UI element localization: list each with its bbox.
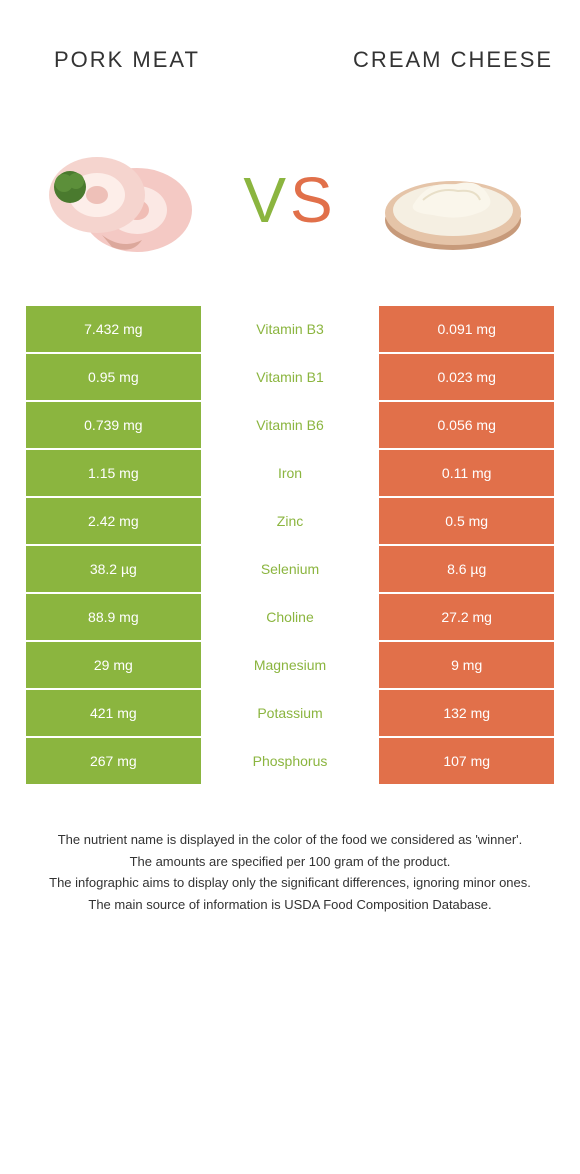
footer-line-1: The nutrient name is displayed in the co…	[35, 830, 545, 850]
footer-line-4: The main source of information is USDA F…	[35, 895, 545, 915]
left-value: 1.15 mg	[25, 449, 202, 497]
table-row: 2.42 mgZinc0.5 mg	[25, 497, 555, 545]
footer-line-2: The amounts are specified per 100 gram o…	[35, 852, 545, 872]
right-value: 27.2 mg	[378, 593, 555, 641]
nutrient-name: Potassium	[202, 689, 379, 737]
table-row: 267 mgPhosphorus107 mg	[25, 737, 555, 785]
pork-meat-image	[25, 125, 229, 275]
left-value: 7.432 mg	[25, 305, 202, 353]
right-value: 0.056 mg	[378, 401, 555, 449]
nutrient-name: Vitamin B6	[202, 401, 379, 449]
right-value: 0.023 mg	[378, 353, 555, 401]
right-value: 0.11 mg	[378, 449, 555, 497]
left-value: 38.2 µg	[25, 545, 202, 593]
vs-v-letter: V	[243, 164, 290, 236]
left-value: 0.739 mg	[25, 401, 202, 449]
right-value: 0.091 mg	[378, 305, 555, 353]
nutrient-name: Magnesium	[202, 641, 379, 689]
table-row: 1.15 mgIron0.11 mg	[25, 449, 555, 497]
header: Pork meat Cream Cheese	[25, 20, 555, 100]
right-value: 107 mg	[378, 737, 555, 785]
table-row: 38.2 µgSelenium8.6 µg	[25, 545, 555, 593]
right-value: 8.6 µg	[378, 545, 555, 593]
table-row: 7.432 mgVitamin B30.091 mg	[25, 305, 555, 353]
right-value: 0.5 mg	[378, 497, 555, 545]
right-value: 132 mg	[378, 689, 555, 737]
table-row: 0.739 mgVitamin B60.056 mg	[25, 401, 555, 449]
left-value: 2.42 mg	[25, 497, 202, 545]
vs-s-letter: S	[290, 164, 337, 236]
left-food-title: Pork meat	[25, 46, 229, 75]
table-row: 421 mgPotassium132 mg	[25, 689, 555, 737]
left-value: 267 mg	[25, 737, 202, 785]
footer-line-3: The infographic aims to display only the…	[35, 873, 545, 893]
vs-row: VS	[25, 120, 555, 280]
footer-notes: The nutrient name is displayed in the co…	[25, 830, 555, 914]
left-value: 88.9 mg	[25, 593, 202, 641]
vs-label: VS	[229, 163, 351, 237]
table-row: 0.95 mgVitamin B10.023 mg	[25, 353, 555, 401]
nutrient-name: Iron	[202, 449, 379, 497]
right-food-title: Cream Cheese	[351, 46, 555, 75]
nutrient-name: Zinc	[202, 497, 379, 545]
nutrient-table: 7.432 mgVitamin B30.091 mg0.95 mgVitamin…	[25, 305, 555, 785]
nutrient-name: Vitamin B3	[202, 305, 379, 353]
left-value: 29 mg	[25, 641, 202, 689]
left-value: 421 mg	[25, 689, 202, 737]
table-row: 88.9 mgCholine27.2 mg	[25, 593, 555, 641]
left-value: 0.95 mg	[25, 353, 202, 401]
nutrient-name: Selenium	[202, 545, 379, 593]
cream-cheese-image	[351, 125, 555, 275]
nutrient-name: Phosphorus	[202, 737, 379, 785]
right-value: 9 mg	[378, 641, 555, 689]
nutrient-name: Vitamin B1	[202, 353, 379, 401]
nutrient-name: Choline	[202, 593, 379, 641]
table-row: 29 mgMagnesium9 mg	[25, 641, 555, 689]
